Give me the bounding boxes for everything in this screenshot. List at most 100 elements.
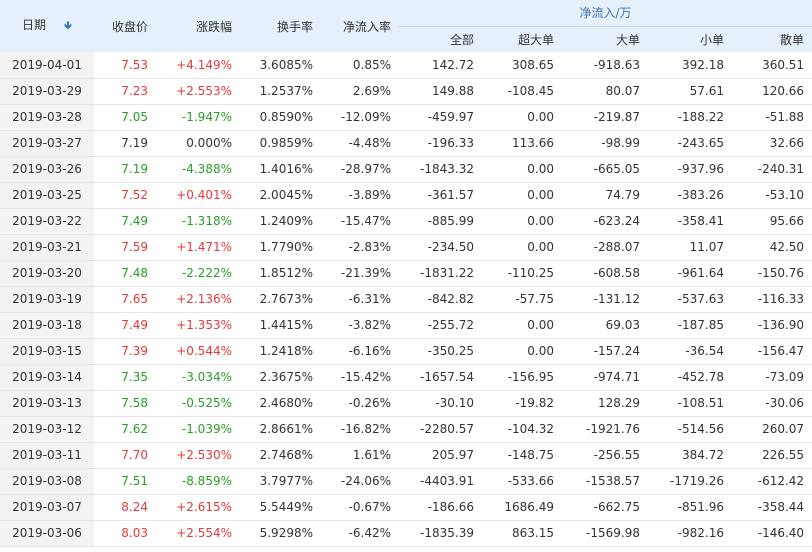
date-cell: 2019-03-25 xyxy=(0,182,94,209)
net-inflow-all-cell: -1835.39 xyxy=(399,520,482,547)
table-row[interactable]: 2019-03-13 7.58 -0.525% 2.4680% -0.26% -30.10… xyxy=(0,390,812,417)
net-inflow-retail-cell: 120.66 xyxy=(732,78,812,105)
table-row[interactable]: 2019-03-07 8.24 +2.615% 5.5449% -0.67% -186.6… xyxy=(0,494,812,521)
turnover-cell: 1.8512% xyxy=(240,260,321,287)
net-inflow-large-cell: -157.24 xyxy=(562,338,648,365)
table-row[interactable]: 2019-04-01 7.53 +4.149% 3.6085% 0.85% 142.72 3… xyxy=(0,52,812,79)
net-inflow-rate-cell: -15.42% xyxy=(321,364,399,391)
net-inflow-super-large-cell: -533.66 xyxy=(482,468,562,495)
date-cell: 2019-03-28 xyxy=(0,104,94,131)
turnover-cell: 2.0045% xyxy=(240,182,321,209)
sort-down-arrow-icon[interactable]: 🢃 xyxy=(64,19,72,32)
date-cell: 2019-03-14 xyxy=(0,364,94,391)
close-cell: 7.23 xyxy=(94,78,156,105)
date-cell: 2019-03-22 xyxy=(0,208,94,235)
net-inflow-retail-cell: -53.10 xyxy=(732,182,812,209)
change-cell: -2.222% xyxy=(156,260,240,287)
table-row[interactable]: 2019-03-21 7.59 +1.471% 1.7790% -2.83% -234.5… xyxy=(0,234,812,261)
net-inflow-super-large-cell: 863.15 xyxy=(482,520,562,547)
table-row[interactable]: 2019-03-06 8.03 +2.554% 5.9298% -6.42% -1835.… xyxy=(0,520,812,547)
net-inflow-all-cell: -255.72 xyxy=(399,312,482,339)
table-row[interactable]: 2019-03-28 7.05 -1.947% 0.8590% -12.09% -459.… xyxy=(0,104,812,131)
net-inflow-all-cell: -4403.91 xyxy=(399,468,482,495)
net-inflow-large-cell: -623.24 xyxy=(562,208,648,235)
net-inflow-retail-cell: -240.31 xyxy=(732,156,812,183)
close-cell: 7.39 xyxy=(94,338,156,365)
net-inflow-super-large-cell: 0.00 xyxy=(482,156,562,183)
net-inflow-small-cell: 11.07 xyxy=(648,234,732,261)
change-cell: +4.149% xyxy=(156,52,240,79)
net-inflow-large-cell: -662.75 xyxy=(562,494,648,521)
table-row[interactable]: 2019-03-14 7.35 -3.034% 2.3675% -15.42% -1657… xyxy=(0,364,812,391)
column-header-change[interactable]: 涨跌幅 xyxy=(156,0,240,52)
net-inflow-all-cell: -30.10 xyxy=(399,390,482,417)
table-row[interactable]: 2019-03-22 7.49 -1.318% 1.2409% -15.47% -885.… xyxy=(0,208,812,235)
net-inflow-small-cell: -537.63 xyxy=(648,286,732,313)
close-cell: 7.05 xyxy=(94,104,156,131)
net-inflow-all-cell: -350.25 xyxy=(399,338,482,365)
table-row[interactable]: 2019-03-27 7.19 0.000% 0.9859% -4.48% -196.33… xyxy=(0,130,812,157)
table-row[interactable]: 2019-03-12 7.62 -1.039% 2.8661% -16.82% -2280… xyxy=(0,416,812,443)
net-inflow-retail-cell: 360.51 xyxy=(732,52,812,79)
table-row[interactable]: 2019-03-20 7.48 -2.222% 1.8512% -21.39% -1831… xyxy=(0,260,812,287)
net-inflow-rate-cell: 0.85% xyxy=(321,52,399,79)
net-inflow-super-large-cell: 113.66 xyxy=(482,130,562,157)
net-inflow-retail-cell: -116.33 xyxy=(732,286,812,313)
net-inflow-super-large-cell: 308.65 xyxy=(482,52,562,79)
net-inflow-retail-cell: -30.06 xyxy=(732,390,812,417)
change-cell: +0.544% xyxy=(156,338,240,365)
turnover-cell: 1.7790% xyxy=(240,234,321,261)
column-header-retail[interactable]: 散单 xyxy=(732,26,812,52)
column-header-close[interactable]: 收盘价 xyxy=(94,0,156,52)
net-inflow-small-cell: -358.41 xyxy=(648,208,732,235)
net-inflow-all-cell: 142.72 xyxy=(399,52,482,79)
column-header-all[interactable]: 全部 xyxy=(399,26,482,52)
column-group-net-inflow: 净流入/万 xyxy=(399,0,812,27)
net-inflow-small-cell: -188.22 xyxy=(648,104,732,131)
net-inflow-retail-cell: -156.47 xyxy=(732,338,812,365)
turnover-cell: 2.8661% xyxy=(240,416,321,443)
net-inflow-rate-cell: 2.69% xyxy=(321,78,399,105)
date-cell: 2019-03-12 xyxy=(0,416,94,443)
table-row[interactable]: 2019-03-08 7.51 -8.859% 3.7977% -24.06% -4403… xyxy=(0,468,812,495)
table-row[interactable]: 2019-03-19 7.65 +2.136% 2.7673% -6.31% -842.8… xyxy=(0,286,812,313)
net-inflow-rate-cell: -6.16% xyxy=(321,338,399,365)
change-cell: +0.401% xyxy=(156,182,240,209)
close-cell: 7.19 xyxy=(94,130,156,157)
net-inflow-all-cell: -186.66 xyxy=(399,494,482,521)
date-cell: 2019-03-13 xyxy=(0,390,94,417)
close-cell: 7.51 xyxy=(94,468,156,495)
date-cell: 2019-03-08 xyxy=(0,468,94,495)
table-row[interactable]: 2019-03-18 7.49 +1.353% 1.4415% -3.82% -255.7… xyxy=(0,312,812,339)
turnover-cell: 1.2409% xyxy=(240,208,321,235)
net-inflow-super-large-cell: -57.75 xyxy=(482,286,562,313)
net-inflow-super-large-cell: 0.00 xyxy=(482,104,562,131)
close-cell: 7.35 xyxy=(94,364,156,391)
column-header-turnover[interactable]: 换手率 xyxy=(240,0,321,52)
net-inflow-large-cell: -608.58 xyxy=(562,260,648,287)
table-row[interactable]: 2019-03-29 7.23 +2.553% 1.2537% 2.69% 149.88-… xyxy=(0,78,812,105)
change-cell: -8.859% xyxy=(156,468,240,495)
change-cell: +2.615% xyxy=(156,494,240,521)
net-inflow-small-cell: -187.85 xyxy=(648,312,732,339)
column-header-date[interactable]: 日期 🢃 xyxy=(0,0,94,52)
change-cell: +2.553% xyxy=(156,78,240,105)
table-row[interactable]: 2019-03-11 7.70 +2.530% 2.7468% 1.61% 205.97-… xyxy=(0,442,812,469)
table-row[interactable]: 2019-03-25 7.52 +0.401% 2.0045% -3.89% -361.5… xyxy=(0,182,812,209)
close-cell: 7.58 xyxy=(94,390,156,417)
table-row[interactable]: 2019-03-26 7.19 -4.388% 1.4016% -28.97% -1843… xyxy=(0,156,812,183)
table-row[interactable]: 2019-03-15 7.39 +0.544% 1.2418% -6.16% -350.2… xyxy=(0,338,812,365)
net-inflow-all-cell: 205.97 xyxy=(399,442,482,469)
net-inflow-rate-cell: -6.31% xyxy=(321,286,399,313)
column-header-super-large[interactable]: 超大单 xyxy=(482,26,562,52)
column-header-small[interactable]: 小单 xyxy=(648,26,732,52)
net-inflow-rate-cell: -15.47% xyxy=(321,208,399,235)
net-inflow-small-cell: -243.65 xyxy=(648,130,732,157)
column-header-net-inflow-rate[interactable]: 净流入率 xyxy=(321,0,399,52)
date-cell: 2019-03-27 xyxy=(0,130,94,157)
net-inflow-retail-cell: 226.55 xyxy=(732,442,812,469)
column-header-large[interactable]: 大单 xyxy=(562,26,648,52)
change-cell: -0.525% xyxy=(156,390,240,417)
net-inflow-large-cell: 69.03 xyxy=(562,312,648,339)
